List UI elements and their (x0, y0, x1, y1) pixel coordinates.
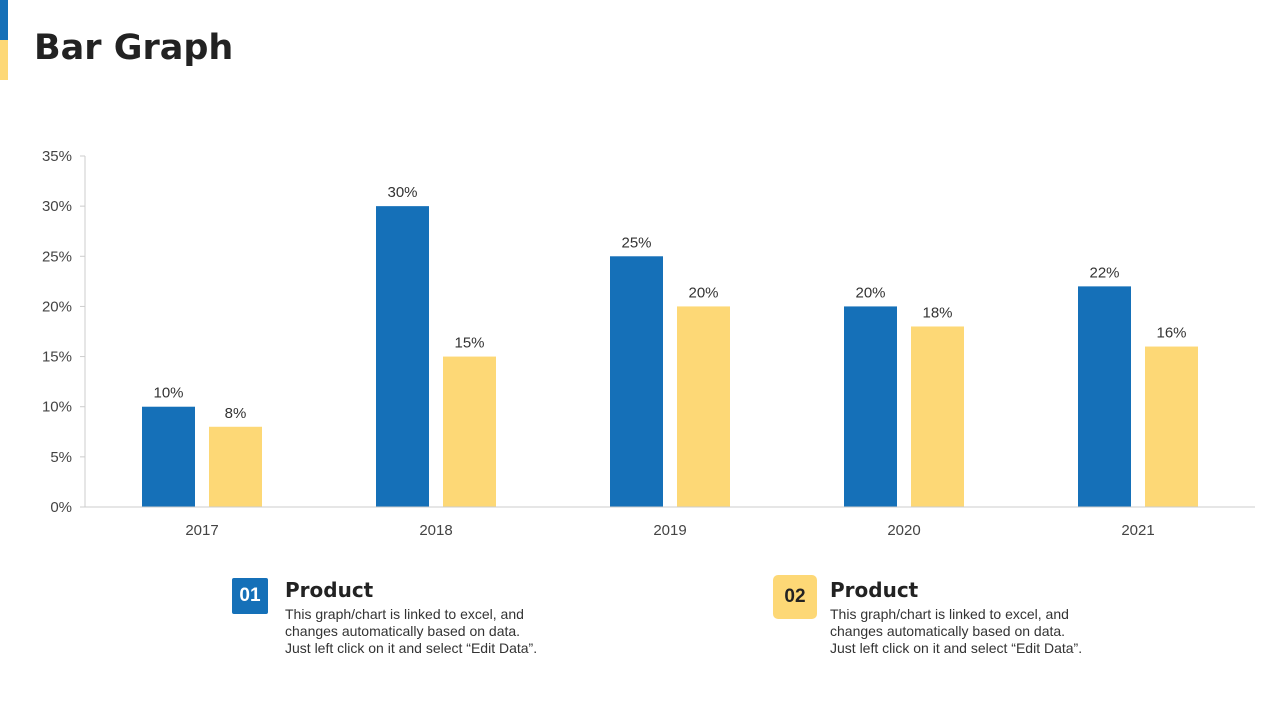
legend-item-product-02: 02 Product This graph/chart is linked to… (773, 575, 1103, 668)
accent-bar-blue (0, 0, 8, 40)
legend-desc-line: This graph/chart is linked to excel, and (285, 606, 524, 622)
data-label: 18% (922, 304, 952, 321)
data-label: 8% (225, 405, 247, 422)
bar-2021-series-1 (1078, 286, 1131, 507)
data-label: 16% (1156, 325, 1186, 342)
bar-2020-series-2 (911, 326, 964, 507)
bar-2017-series-2 (209, 426, 262, 507)
y-tick-label: 5% (50, 449, 72, 466)
y-tick-label: 0% (50, 499, 72, 516)
bar-2019-series-2 (677, 306, 730, 507)
legend-desc-line: This graph/chart is linked to excel, and (830, 606, 1069, 622)
bar-2018-series-2 (443, 356, 496, 507)
x-tick-label: 2021 (1121, 522, 1154, 539)
bar-2021-series-2 (1145, 346, 1198, 507)
x-tick-label: 2019 (653, 522, 686, 539)
y-tick-label: 30% (42, 198, 72, 215)
x-tick-label: 2020 (887, 522, 920, 539)
legend-badge-02: 02 (773, 575, 817, 619)
legend-description-02: This graph/chart is linked to excel, and… (830, 606, 1120, 657)
bar-2019-series-1 (610, 256, 663, 507)
data-label: 20% (855, 284, 885, 301)
legend-description-01: This graph/chart is linked to excel, and… (285, 606, 575, 657)
legend-desc-line: changes automatically based on data. (285, 623, 521, 639)
accent-bar-yellow (0, 40, 8, 80)
y-tick-label: 10% (42, 399, 72, 416)
data-label: 22% (1089, 264, 1119, 281)
y-tick-label: 20% (42, 298, 72, 315)
y-tick-label: 35% (42, 148, 72, 165)
bar-2018-series-1 (376, 206, 429, 507)
x-tick-label: 2018 (419, 522, 452, 539)
data-label: 25% (621, 234, 651, 251)
legend-desc-line: Just left click on it and select “Edit D… (830, 640, 1083, 656)
y-tick-label: 25% (42, 248, 72, 265)
legend-desc-line: changes automatically based on data. (830, 623, 1066, 639)
page-title: Bar Graph (34, 28, 234, 68)
data-label: 20% (688, 284, 718, 301)
legend-desc-line: Just left click on it and select “Edit D… (285, 640, 538, 656)
legend-title-02: Product (830, 578, 919, 602)
legend-item-product-01: 01 Product This graph/chart is linked to… (232, 578, 562, 668)
legend-badge-01: 01 (232, 578, 268, 614)
bar-2020-series-1 (844, 306, 897, 507)
x-tick-label: 2017 (185, 522, 218, 539)
y-tick-label: 15% (42, 349, 72, 366)
legend-title-01: Product (285, 578, 374, 602)
data-label: 15% (454, 335, 484, 352)
data-label: 10% (153, 385, 183, 402)
bar-chart: 0% 5% 10% 15% 20% 25% 30% 35% 10% 8% 2017 30% 15% 201… (42, 148, 1255, 539)
bar-2017-series-1 (142, 406, 195, 507)
data-label: 30% (387, 184, 417, 201)
